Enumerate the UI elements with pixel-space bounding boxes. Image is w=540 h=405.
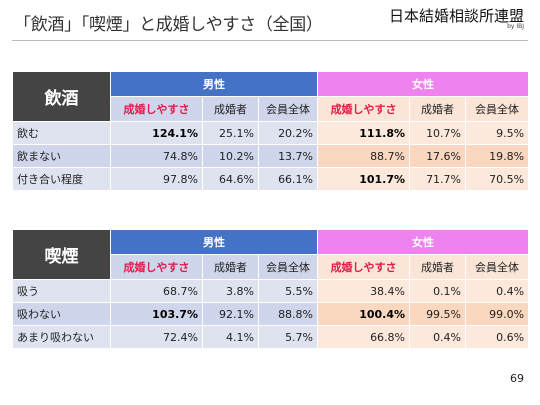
cell: 99.5%	[409, 302, 467, 326]
brand-logo: 日本結婚相談所連盟	[388, 7, 524, 25]
cell: 124.1%	[110, 121, 203, 145]
cell: 66.1%	[257, 167, 319, 191]
column-header: 成婚しやすさ	[317, 254, 411, 280]
column-header: 成婚しやすさ	[317, 96, 411, 122]
cell: 25.1%	[202, 121, 259, 145]
row-label: 付き合い程度	[12, 167, 111, 191]
cell: 5.5%	[257, 279, 319, 303]
row-label: あまり吸わない	[12, 325, 111, 349]
column-header: 成婚しやすさ	[110, 96, 203, 122]
cell: 88.8%	[257, 302, 319, 326]
cell: 0.4%	[465, 279, 530, 303]
page-number: 69	[510, 372, 524, 385]
cell: 70.5%	[465, 167, 530, 191]
cell: 72.4%	[110, 325, 203, 349]
cell: 88.7%	[317, 144, 411, 168]
column-header: 成婚者	[409, 96, 467, 122]
group-header-female: 女性	[317, 71, 530, 97]
table-row: 吸う 68.7% 3.8% 5.5% 38.4% 0.1% 0.4%	[12, 279, 530, 303]
cell: 5.7%	[257, 325, 319, 349]
cell: 66.8%	[317, 325, 411, 349]
group-header-female: 女性	[317, 229, 530, 255]
cell: 20.2%	[257, 121, 319, 145]
cell: 71.7%	[409, 167, 467, 191]
row-label: 飲む	[12, 121, 111, 145]
smoking-table: 喫煙 男性 女性 成婚しやすさ 成婚者 会員全体 成婚しやすさ 成婚者 会員全体…	[12, 229, 530, 349]
cell: 13.7%	[257, 144, 319, 168]
cell: 38.4%	[317, 279, 411, 303]
cell: 100.4%	[317, 302, 411, 326]
column-header: 会員全体	[465, 96, 530, 122]
group-header-male: 男性	[109, 229, 319, 255]
cell: 17.6%	[409, 144, 467, 168]
title-divider	[12, 40, 528, 41]
cell: 3.8%	[202, 279, 259, 303]
cell: 9.5%	[465, 121, 530, 145]
cell: 97.8%	[110, 167, 203, 191]
cell: 19.8%	[465, 144, 530, 168]
cell: 103.7%	[110, 302, 203, 326]
row-label: 飲まない	[12, 144, 111, 168]
table-row: 飲まない 74.8% 10.2% 13.7% 88.7% 17.6% 19.8%	[12, 144, 530, 168]
cell: 101.7%	[317, 167, 411, 191]
column-header: 成婚者	[202, 96, 259, 122]
table-heading: 喫煙	[12, 229, 111, 280]
table-heading: 飲酒	[12, 71, 111, 122]
row-label: 吸う	[12, 279, 111, 303]
cell: 92.1%	[202, 302, 259, 326]
cell: 0.6%	[465, 325, 530, 349]
table-row: あまり吸わない 72.4% 4.1% 5.7% 66.8% 0.4% 0.6%	[12, 325, 530, 349]
cell: 10.2%	[202, 144, 259, 168]
cell: 99.0%	[465, 302, 530, 326]
cell: 0.4%	[409, 325, 467, 349]
column-header: 会員全体	[257, 254, 319, 280]
cell: 0.1%	[409, 279, 467, 303]
cell: 111.8%	[317, 121, 411, 145]
column-header: 成婚者	[202, 254, 259, 280]
column-header: 成婚しやすさ	[110, 254, 203, 280]
column-header: 成婚者	[409, 254, 467, 280]
cell: 4.1%	[202, 325, 259, 349]
row-label: 吸わない	[12, 302, 111, 326]
brand-sub: by IBJ	[507, 23, 524, 30]
table-row: 飲む 124.1% 25.1% 20.2% 111.8% 10.7% 9.5%	[12, 121, 530, 145]
page-title: 「飲酒」「喫煙」と成婚しやすさ（全国）	[14, 15, 323, 35]
cell: 68.7%	[110, 279, 203, 303]
cell: 10.7%	[409, 121, 467, 145]
column-header: 会員全体	[257, 96, 319, 122]
drinking-table: 飲酒 男性 女性 成婚しやすさ 成婚者 会員全体 成婚しやすさ 成婚者 会員全体…	[12, 71, 530, 191]
cell: 74.8%	[110, 144, 203, 168]
cell: 64.6%	[202, 167, 259, 191]
table-row: 付き合い程度 97.8% 64.6% 66.1% 101.7% 71.7% 70…	[12, 167, 530, 191]
group-header-male: 男性	[109, 71, 319, 97]
column-header: 会員全体	[465, 254, 530, 280]
table-row: 吸わない 103.7% 92.1% 88.8% 100.4% 99.5% 99.…	[12, 302, 530, 326]
